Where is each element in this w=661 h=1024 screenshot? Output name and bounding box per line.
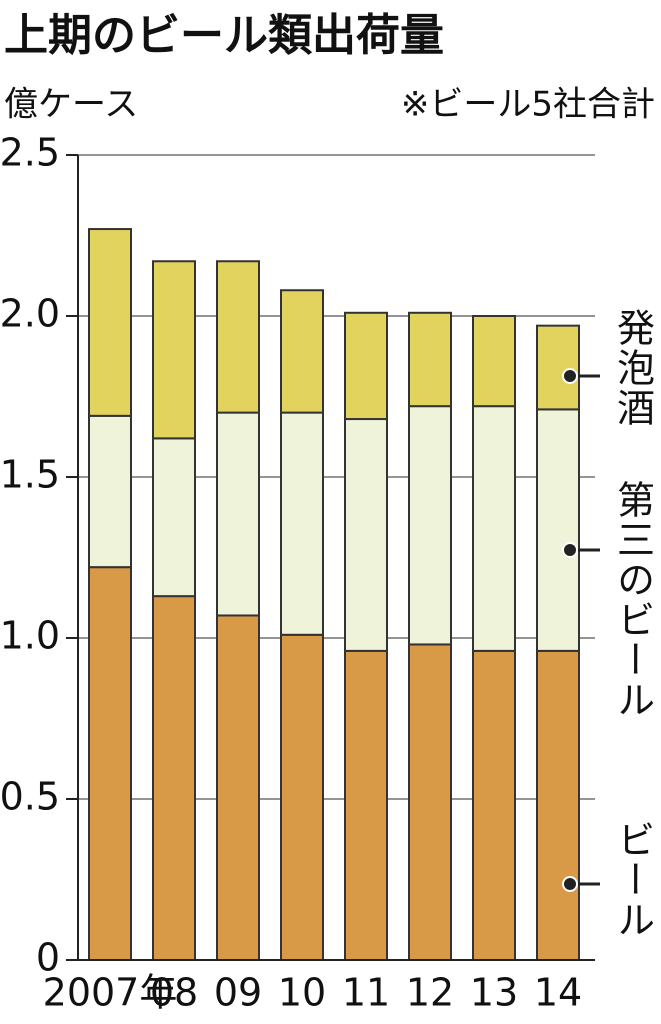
x-tick-label: 10 xyxy=(278,971,326,1015)
bar-segment xyxy=(536,408,580,652)
bar-segment xyxy=(88,414,132,569)
bar-segment xyxy=(216,614,260,962)
y-tick-label: 2.0 xyxy=(0,292,60,336)
x-tick-label: 2007年 xyxy=(43,971,178,1015)
x-tick-label: 13 xyxy=(470,971,518,1015)
bar-segment xyxy=(536,649,580,961)
legend-dot xyxy=(562,368,578,384)
x-tick-label: 14 xyxy=(534,971,582,1015)
bar-segment xyxy=(344,311,388,421)
bar-segment xyxy=(472,649,516,961)
bar-segment xyxy=(88,228,132,417)
legend-label: ビール xyxy=(611,820,655,940)
y-tick-label: 1.5 xyxy=(0,453,60,497)
y-tick-label: 1.0 xyxy=(0,614,60,658)
x-tick-label: 11 xyxy=(342,971,390,1015)
bar-segment xyxy=(280,411,324,636)
bar-segment xyxy=(344,649,388,961)
bar-segment xyxy=(152,260,196,440)
bar-segment xyxy=(472,315,516,408)
bar-segment xyxy=(280,633,324,962)
x-tick-label: 08 xyxy=(150,971,198,1015)
y-axis-label: 億ケース xyxy=(4,85,138,125)
bar-segment xyxy=(344,418,388,652)
legend-label: 第三のビール xyxy=(611,480,655,720)
note: ※ビール5社合計 xyxy=(401,85,655,125)
legend-dot xyxy=(562,876,578,892)
bar-segment xyxy=(216,411,260,617)
y-tick-label: 0 xyxy=(36,936,60,980)
bar-segment xyxy=(88,566,132,961)
legend-label: 発泡酒 xyxy=(611,308,655,428)
bar-segment xyxy=(408,311,452,408)
x-tick-label: 12 xyxy=(406,971,454,1015)
bar-segment xyxy=(536,324,580,411)
bar-segment xyxy=(472,405,516,652)
chart-title: 上期のビール類出荷量 xyxy=(4,10,444,61)
bar-segment xyxy=(280,289,324,414)
bar-segment xyxy=(216,260,260,414)
bar-segment xyxy=(408,405,452,646)
x-tick-label: 09 xyxy=(214,971,262,1015)
bar-segment xyxy=(408,643,452,961)
bar-segment xyxy=(152,437,196,598)
legend-dot xyxy=(562,542,578,558)
y-tick-label: 0.5 xyxy=(0,775,60,819)
y-tick-label: 2.5 xyxy=(0,131,60,175)
bar-segment xyxy=(152,595,196,961)
